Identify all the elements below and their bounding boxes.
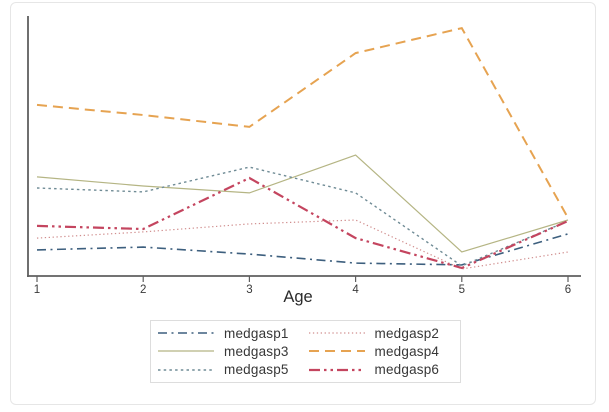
legend-item-medgasp4: medgasp4: [308, 342, 453, 360]
series-line-medgasp3: [36, 154, 569, 253]
legend-key-line-medgasp1: [158, 332, 214, 334]
legend-label-medgasp4: medgasp4: [374, 343, 440, 359]
series-line-medgasp4: [36, 26, 569, 219]
x-tick-label: 4: [352, 284, 359, 296]
legend: medgasp1 medgasp2 medgasp3 medgasp4 medgasp5…: [150, 320, 461, 383]
legend-item-medgasp3: medgasp3: [157, 342, 302, 360]
legend-item-medgasp5: medgasp5: [157, 361, 302, 379]
line-chart: 1 2 3 4 5 6 Age: [27, 16, 581, 306]
x-axis-ticks: 1 2 3 4 5 6: [34, 276, 571, 296]
x-tick-label: 3: [246, 284, 252, 296]
legend-item-medgasp2: medgasp2: [308, 324, 453, 342]
legend-label-medgasp3: medgasp3: [224, 343, 289, 359]
x-tick-label: 6: [565, 284, 571, 296]
legend-label-medgasp2: medgasp2: [374, 325, 440, 341]
x-tick-label: 2: [140, 284, 146, 296]
legend-label-medgasp5: medgasp5: [224, 362, 289, 378]
x-tick-label: 1: [34, 284, 40, 296]
legend-label-medgasp6: medgasp6: [374, 362, 440, 378]
legend-label-medgasp1: medgasp1: [224, 325, 289, 341]
axes: [27, 16, 581, 277]
series-line-medgasp1: [36, 233, 569, 266]
legend-key-line-medgasp3: [158, 350, 214, 353]
series-lines: [36, 26, 569, 270]
legend-key-line-medgasp6: [308, 368, 365, 371]
legend-key-line-medgasp4: [308, 350, 365, 353]
legend-item-medgasp6: medgasp6: [308, 361, 453, 379]
legend-key-line-medgasp5: [158, 369, 214, 371]
series-line-medgasp2: [36, 219, 569, 270]
x-tick-label: 5: [459, 284, 465, 296]
legend-key-line-medgasp2: [308, 332, 365, 334]
series-line-medgasp6: [36, 176, 569, 270]
legend-item-medgasp1: medgasp1: [157, 324, 302, 342]
series-line-medgasp5: [36, 166, 569, 267]
x-axis-title: Age: [283, 288, 312, 306]
